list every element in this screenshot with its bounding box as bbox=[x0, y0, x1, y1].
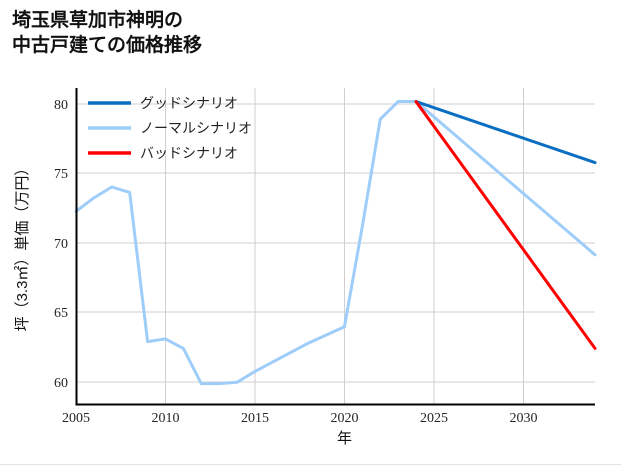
legend-label-good: グッドシナリオ bbox=[140, 95, 238, 111]
chart-title-line1: 埼玉県草加市神明の bbox=[12, 10, 184, 31]
x-axis-title: 年 bbox=[337, 430, 352, 447]
chart-legend: グッドシナリオ ノーマルシナリオ バッドシナリオ bbox=[88, 95, 252, 161]
data-series-group bbox=[74, 100, 597, 386]
y-tick-label-60: 60 bbox=[54, 376, 68, 391]
x-tick-label-2010: 2010 bbox=[152, 411, 180, 426]
series-line-normal bbox=[74, 100, 597, 386]
x-tick-label-2015: 2015 bbox=[241, 411, 269, 426]
x-tick-label-2020: 2020 bbox=[331, 411, 359, 426]
axis-spines bbox=[75, 88, 595, 406]
y-tick-labels: 80 75 70 65 60 bbox=[54, 98, 68, 391]
series-line-good bbox=[414, 100, 597, 165]
x-tick-label-2005: 2005 bbox=[62, 411, 90, 426]
y-tick-label-80: 80 bbox=[54, 98, 68, 113]
legend-label-bad: バッドシナリオ bbox=[140, 145, 238, 161]
y-axis-title: 坪（3.3㎡）単価（万円） bbox=[14, 161, 31, 332]
x-tick-labels: 2005 2010 2015 2020 2025 2030 bbox=[62, 411, 538, 426]
y-tick-label-65: 65 bbox=[54, 306, 68, 321]
legend-label-normal: ノーマルシナリオ bbox=[140, 120, 252, 136]
series-line-bad bbox=[414, 100, 597, 350]
y-tick-label-70: 70 bbox=[54, 237, 68, 252]
page-title: 埼玉県草加市神明の 中古戸建ての価格推移 bbox=[12, 8, 202, 58]
x-tick-label-2025: 2025 bbox=[420, 411, 448, 426]
y-tick-label-75: 75 bbox=[54, 167, 68, 182]
plot-area-background bbox=[76, 88, 595, 404]
chart-title-line2: 中古戸建ての価格推移 bbox=[12, 35, 203, 57]
x-tick-label-2030: 2030 bbox=[510, 411, 538, 426]
y-gridlines bbox=[76, 103, 595, 383]
